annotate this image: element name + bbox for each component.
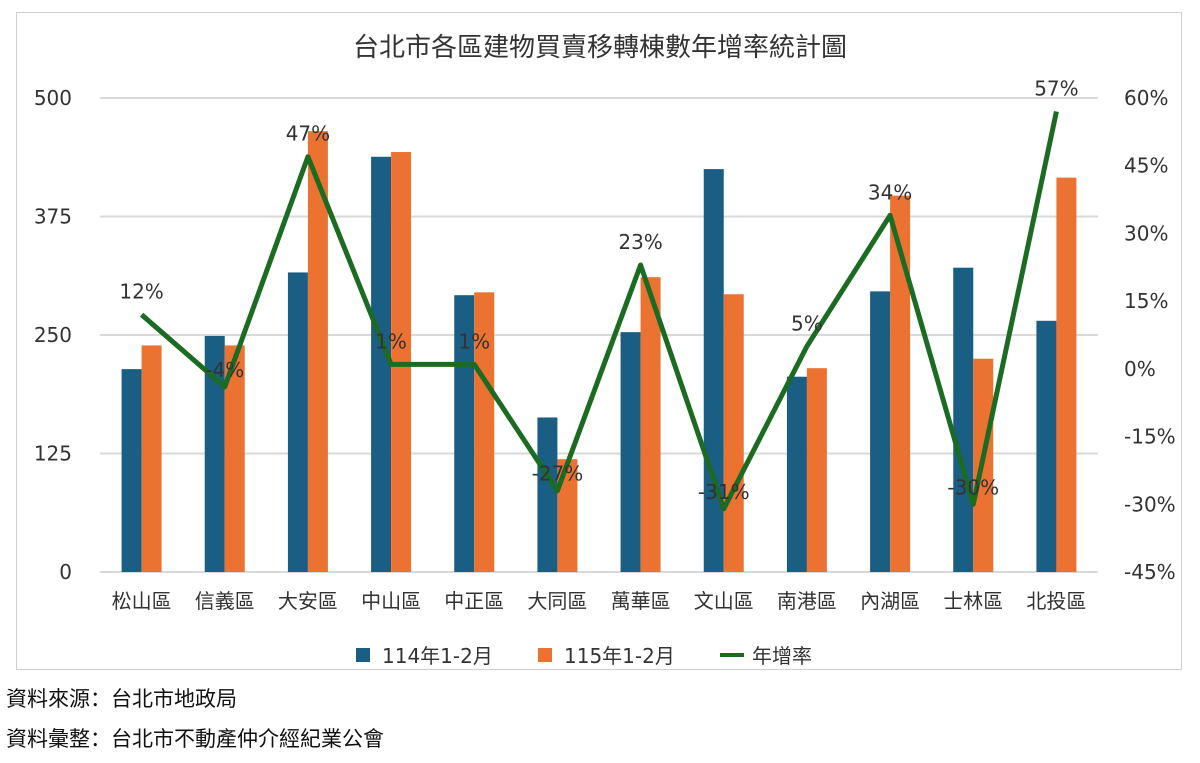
data-label: 34%	[868, 180, 912, 204]
bar-1	[870, 291, 891, 572]
bar-1	[786, 376, 807, 572]
left-tick-label: 250	[34, 323, 72, 347]
category-label: 南港區	[777, 589, 837, 613]
data-label: 57%	[1034, 77, 1078, 101]
bar-2	[307, 131, 328, 572]
right-tick-label: 60%	[1124, 86, 1168, 110]
bar-2	[723, 294, 744, 572]
category-label: 萬華區	[611, 589, 671, 613]
bar-2	[474, 292, 495, 572]
right-tick-label: -45%	[1124, 560, 1176, 584]
legend-label: 年增率	[752, 644, 812, 668]
data-label: 47%	[286, 122, 330, 146]
right-tick-label: -30%	[1124, 492, 1176, 516]
bar-1	[204, 335, 225, 572]
legend-label: 114年1-2月	[382, 644, 493, 668]
bar-1	[703, 169, 724, 572]
category-label: 文山區	[694, 589, 754, 613]
bar-1	[287, 272, 308, 572]
bar-2	[141, 345, 162, 572]
bar-1	[620, 332, 641, 572]
legend-label: 115年1-2月	[564, 644, 675, 668]
bar-2	[1056, 177, 1077, 572]
data-label: -30%	[947, 475, 999, 499]
left-tick-label: 125	[34, 442, 72, 466]
bar-1	[121, 369, 142, 572]
bar-1	[371, 156, 392, 572]
category-label: 中正區	[444, 589, 504, 613]
right-tick-label: 30%	[1124, 221, 1168, 245]
bar-1	[1036, 320, 1057, 572]
source-note: 資料來源：台北市地政局	[6, 687, 237, 711]
category-label: 大同區	[527, 589, 587, 613]
right-tick-label: 15%	[1124, 289, 1168, 313]
chart-frame	[16, 12, 1182, 670]
right-tick-label: 45%	[1124, 154, 1168, 178]
legend-swatch	[538, 648, 552, 662]
bar-2	[806, 368, 827, 572]
category-label: 內湖區	[860, 589, 920, 613]
legend-swatch	[356, 648, 370, 662]
data-label: 5%	[791, 311, 823, 335]
bar-2	[557, 459, 578, 572]
category-label: 松山區	[112, 589, 172, 613]
bar-2	[224, 345, 245, 572]
data-label: 23%	[618, 230, 662, 254]
growth-rate-line	[139, 111, 1059, 512]
category-label: 北投區	[1026, 589, 1086, 613]
bar-2	[890, 195, 911, 573]
right-tick-label: -15%	[1124, 425, 1176, 449]
right-tick-label: 0%	[1124, 357, 1156, 381]
data-label: -31%	[698, 480, 750, 504]
chart: 台北市各區建物買賣移轉棟數年增率統計圖 0 125 250 375 500 -45% -30%…	[34, 33, 1176, 668]
bar-1	[537, 417, 558, 572]
bar-1	[953, 267, 974, 572]
data-label: -27%	[532, 462, 584, 486]
data-label: 1%	[375, 329, 407, 353]
category-label: 大安區	[278, 589, 338, 613]
category-label: 信義區	[195, 589, 255, 613]
data-label: 1%	[458, 329, 490, 353]
compiled-note: 資料彙整：台北市不動產仲介經紀業公會	[6, 727, 384, 751]
data-label: -4%	[205, 358, 244, 382]
data-label: 12%	[119, 280, 163, 304]
category-label: 中山區	[361, 589, 421, 613]
chart-title: 台北市各區建物買賣移轉棟數年增率統計圖	[353, 33, 847, 63]
left-tick-label: 500	[34, 86, 72, 110]
left-tick-label: 375	[34, 205, 72, 229]
category-label: 士林區	[943, 589, 1003, 613]
left-tick-label: 0	[59, 560, 72, 584]
bar-2	[640, 277, 661, 572]
